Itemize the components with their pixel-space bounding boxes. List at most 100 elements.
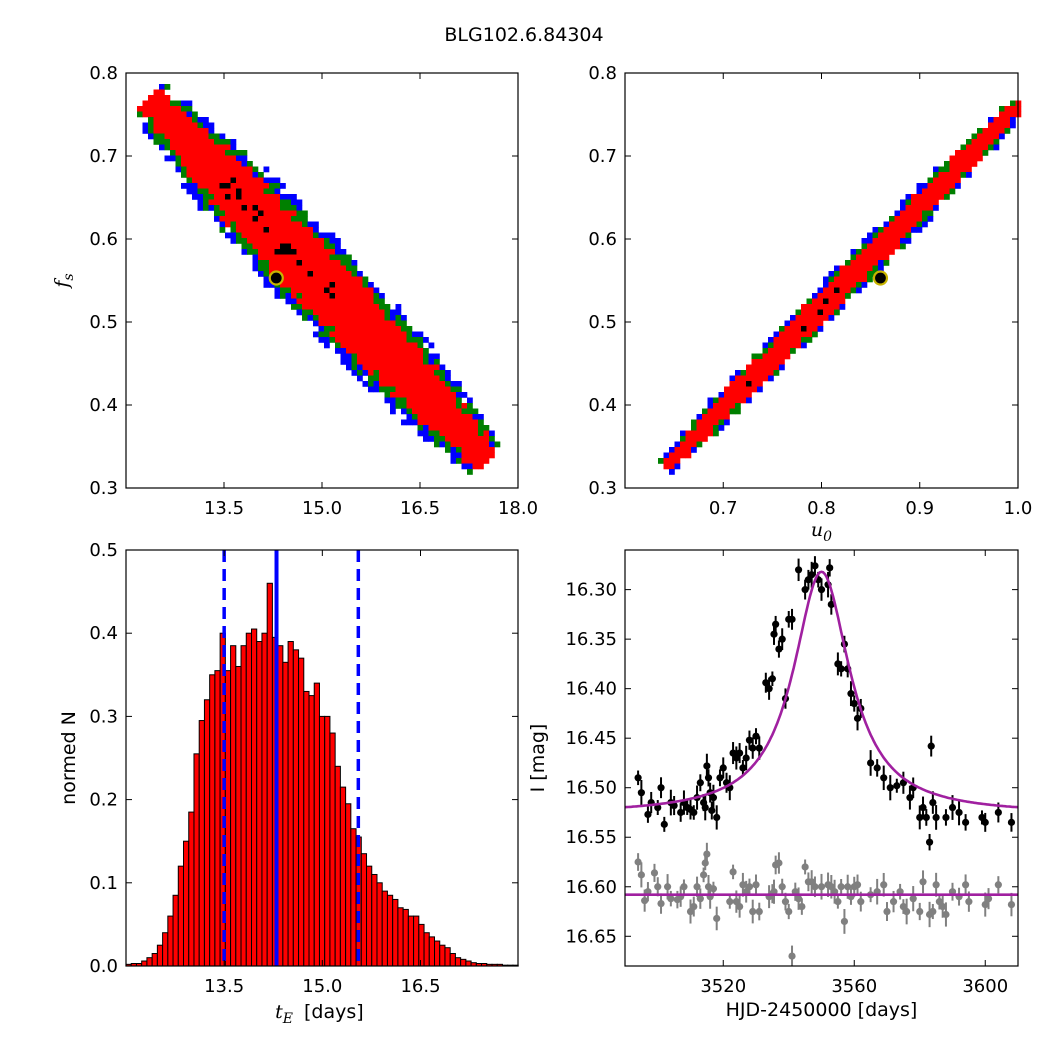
heatmap-cell <box>669 469 675 475</box>
heatmap-cell <box>335 309 341 316</box>
heatmap-cell <box>483 441 490 448</box>
heatmap-cell <box>236 183 242 189</box>
heatmap-cell <box>373 331 380 338</box>
heatmap-cell <box>329 315 336 321</box>
heatmap-cell <box>927 194 934 200</box>
heatmap-cell <box>412 381 418 387</box>
heatmap-cell <box>302 238 308 244</box>
heatmap-cell <box>379 348 385 354</box>
heatmap-cell <box>208 183 215 189</box>
heatmap-cell <box>159 122 165 129</box>
heatmap-cell <box>779 359 785 365</box>
heatmap-cell <box>208 205 215 211</box>
heatmap-cell <box>164 139 171 145</box>
heatmap-cell <box>845 293 851 299</box>
heatmap-cell <box>905 199 912 206</box>
heatmap-cell <box>285 232 292 239</box>
heatmap-cell <box>357 331 363 338</box>
heatmap-cell <box>955 161 961 167</box>
heatmap-cell <box>966 166 972 173</box>
heatmap-cell <box>390 353 396 360</box>
heatmap-cell <box>450 419 457 426</box>
heatmap-cell <box>779 342 785 349</box>
y-tick-label: 16.50 <box>565 778 617 799</box>
heatmap-cell <box>258 271 264 277</box>
residual-point <box>817 883 826 891</box>
heatmap-cell <box>905 205 912 211</box>
heatmap-cell <box>740 370 747 376</box>
heatmap-cell <box>357 276 363 283</box>
data-point <box>657 784 665 792</box>
heatmap-cell <box>269 265 275 272</box>
heatmap-cell <box>740 392 747 398</box>
heatmap-cell <box>927 216 934 222</box>
heatmap-cell <box>960 161 967 167</box>
heatmap-cell <box>351 271 358 277</box>
heatmap-cell <box>247 249 253 255</box>
residual-point <box>916 907 924 916</box>
heatmap-cell <box>773 331 780 338</box>
heatmap-cell <box>280 183 286 189</box>
heatmap-cell <box>346 342 352 349</box>
heatmap-cell <box>735 397 741 404</box>
histogram-bar <box>245 632 252 967</box>
heatmap-cell <box>790 320 796 327</box>
heatmap-cell <box>823 304 829 310</box>
heatmap-cell <box>988 133 994 140</box>
heatmap-cell <box>729 381 736 387</box>
x-axis-label: tE [days] <box>275 1001 364 1027</box>
heatmap-cell <box>779 348 785 354</box>
heatmap-cell <box>406 331 413 338</box>
heatmap-cell <box>197 199 204 206</box>
heatmap-cell <box>390 403 396 409</box>
heatmap-cell <box>241 210 248 217</box>
heatmap-cell <box>999 106 1005 112</box>
heatmap-cell <box>889 238 895 244</box>
heatmap-cell <box>373 386 380 393</box>
plot-frame <box>125 72 519 489</box>
x-tick-label: 16.5 <box>400 976 440 997</box>
heatmap-cell <box>680 436 686 442</box>
heatmap-cell <box>779 331 785 338</box>
heatmap-cell <box>1010 117 1016 123</box>
heatmap-cell <box>911 216 917 222</box>
heatmap-cell <box>247 166 253 173</box>
heatmap-cell <box>247 199 253 206</box>
heatmap-cell <box>346 359 352 365</box>
heatmap-cell <box>379 353 385 360</box>
heatmap-cell <box>384 397 391 404</box>
heatmap-cell <box>691 419 697 426</box>
heatmap-cell <box>362 309 369 316</box>
heatmap-cell <box>839 293 846 299</box>
heatmap-cell <box>417 386 424 393</box>
heatmap-cell <box>181 139 187 145</box>
heatmap-cell <box>685 441 692 448</box>
data-point <box>942 813 950 822</box>
heatmap-cell <box>916 183 923 189</box>
histogram-bar <box>339 786 347 967</box>
heatmap-cell <box>285 287 292 294</box>
histogram-bar <box>444 947 451 967</box>
heatmap-cell <box>922 205 928 211</box>
heatmap-cell <box>346 337 352 343</box>
residual-point <box>703 850 711 858</box>
residual-point <box>755 907 763 916</box>
heatmap-cell <box>252 166 259 173</box>
heatmap-cell <box>241 238 248 244</box>
histogram-bar <box>266 582 273 967</box>
heatmap-cell <box>252 188 259 195</box>
heatmap-cell <box>718 425 725 431</box>
heatmap-cell <box>949 188 956 195</box>
heatmap-cell <box>960 144 967 151</box>
heatmap-cell <box>357 337 363 343</box>
histogram-bar <box>151 953 158 967</box>
heatmap-cell <box>713 430 719 437</box>
data-point <box>811 562 819 570</box>
heatmap-cell <box>186 183 193 189</box>
heatmap-cell <box>214 183 220 189</box>
heatmap-cell <box>949 166 956 173</box>
heatmap-cell <box>230 150 237 156</box>
histogram-bar <box>418 923 425 967</box>
heatmap-cell <box>900 199 906 206</box>
